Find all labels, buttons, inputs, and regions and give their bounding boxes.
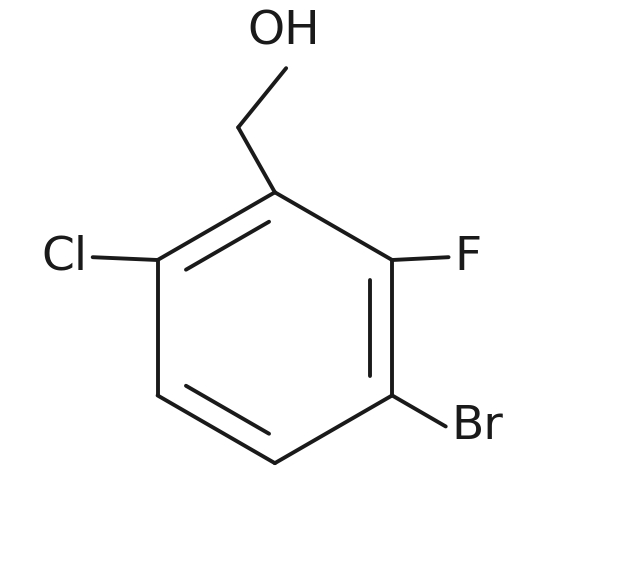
Text: F: F xyxy=(454,234,481,280)
Text: Cl: Cl xyxy=(41,234,87,280)
Text: OH: OH xyxy=(247,9,319,54)
Text: Br: Br xyxy=(451,404,503,449)
